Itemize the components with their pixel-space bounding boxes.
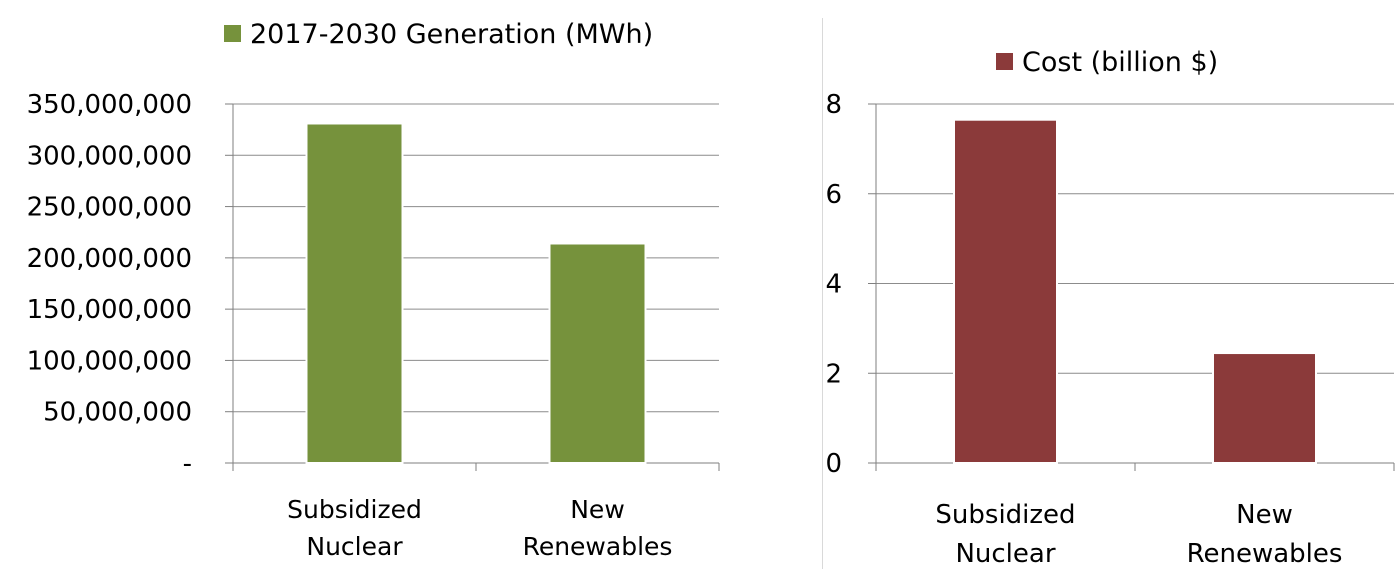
- chart1-y-tick-label: 200,000,000: [27, 244, 192, 274]
- chart2-bar: [1212, 352, 1317, 464]
- chart1-bar: [548, 242, 647, 464]
- chart2-y-tick-label: 8: [825, 90, 842, 120]
- chart1-legend-label: 2017-2030 Generation (MWh): [250, 19, 653, 50]
- chart2-category-label: Nuclear: [955, 539, 1055, 569]
- chart1-category-label: Nuclear: [306, 532, 403, 561]
- chart2-bar: [953, 118, 1058, 465]
- chart2-legend-swatch: [996, 53, 1013, 70]
- chart-divider: [822, 18, 823, 569]
- chart1-y-tick-label: 350,000,000: [27, 90, 192, 120]
- chart1-y-tick-label: 150,000,000: [27, 295, 192, 325]
- chart1-y-tick-label: 100,000,000: [27, 346, 192, 376]
- chart1-bar: [305, 122, 404, 464]
- chart1-y-tick-label: -: [183, 449, 192, 479]
- chart2-category-label: Renewables: [1187, 539, 1343, 569]
- chart1-category-label: Renewables: [523, 532, 673, 561]
- chart2-category-label: New: [1236, 500, 1293, 530]
- chart2-category-label: Subsidized: [935, 500, 1075, 530]
- chart1-y-tick-label: 50,000,000: [43, 398, 192, 428]
- chart1-y-tick-label: 250,000,000: [27, 193, 192, 223]
- chart2-y-tick-label: 4: [825, 270, 842, 300]
- chart2-y-tick-label: 0: [825, 449, 842, 479]
- chart1-legend-swatch: [224, 25, 241, 42]
- chart2-legend-label: Cost (billion $): [1022, 47, 1218, 78]
- chart2-y-tick-label: 2: [825, 359, 842, 389]
- chart2-y-tick-label: 6: [825, 180, 842, 210]
- chart1-y-tick-label: 300,000,000: [27, 141, 192, 171]
- chart1-category-label: New: [570, 495, 625, 524]
- chart1-category-label: Subsidized: [287, 495, 422, 524]
